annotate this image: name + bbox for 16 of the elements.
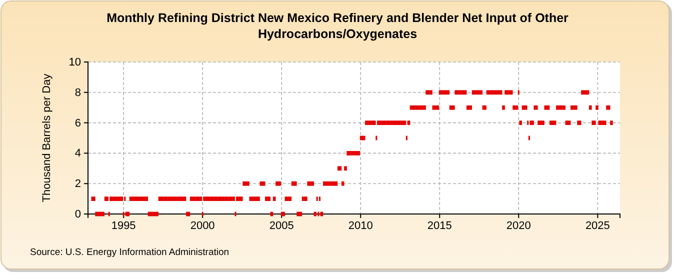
y-tick-label: 8 [74, 86, 81, 99]
x-tick-label: 2000 [190, 220, 215, 232]
y-tick-label: 4 [74, 148, 81, 160]
source-note: Source: U.S. Energy Information Administration [30, 247, 230, 258]
x-tick-label: 2025 [585, 220, 610, 232]
x-tick-label: 1995 [111, 220, 136, 232]
y-tick-label: 10 [68, 56, 81, 69]
y-tick-label: 2 [74, 178, 81, 190]
y-tick-label: 0 [74, 208, 81, 221]
x-tick-label: 2010 [348, 220, 373, 232]
x-tick-label: 2020 [506, 220, 531, 232]
x-tick-label: 2015 [427, 220, 452, 232]
x-tick-label: 2005 [269, 220, 294, 232]
chart-title: Monthly Refining District New Mexico Refinery and Blender Net Input of Other Hydrocarbons/Oxygenates [106, 11, 569, 41]
y-tick-label: 6 [74, 117, 81, 130]
y-axis-title: Thousand Barrels per Day [41, 73, 53, 202]
